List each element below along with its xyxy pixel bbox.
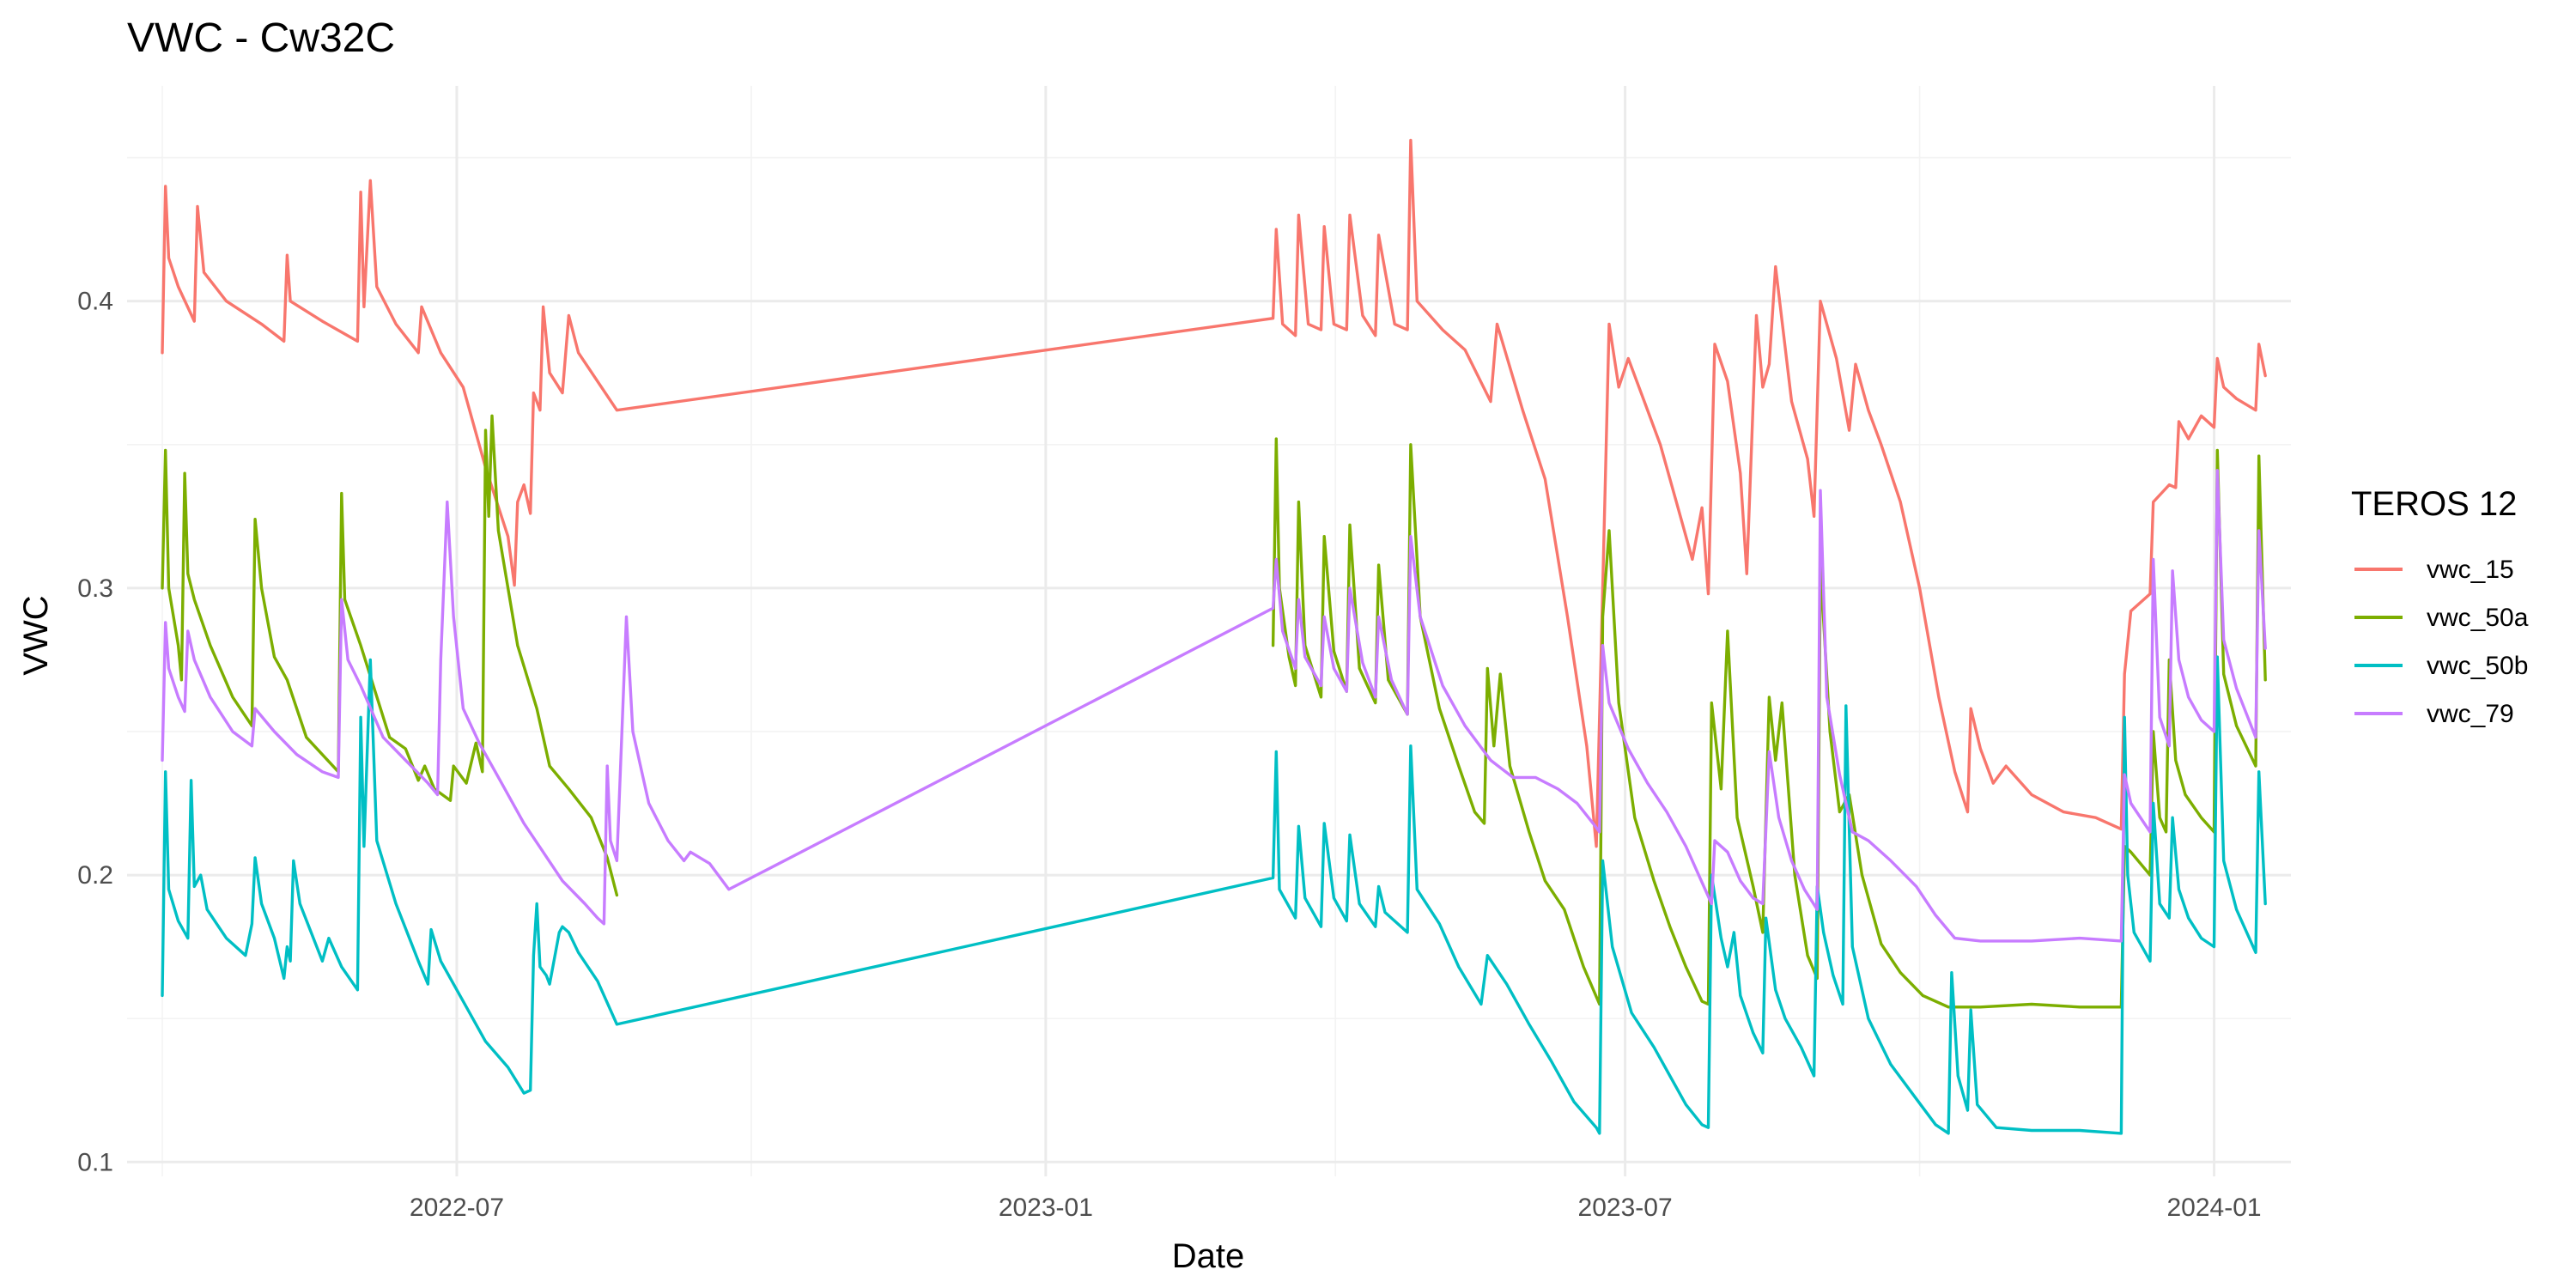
legend-label-vwc_50b: vwc_50b <box>2427 652 2528 680</box>
legend-title: TEROS 12 <box>2351 485 2517 523</box>
series-line-vwc_50a <box>161 414 619 897</box>
x-tick-label: 2023-07 <box>1578 1194 1673 1222</box>
x-tick-label: 2023-01 <box>999 1194 1093 1222</box>
chart-title: VWC - Cw32C <box>127 15 395 61</box>
legend-items: vwc_15 vwc_50a vwc_50b vwc_79 <box>2354 556 2529 728</box>
legend-label-vwc_50a: vwc_50a <box>2427 604 2529 632</box>
legend-label-vwc_15: vwc_15 <box>2427 556 2514 584</box>
y-tick-label: 0.2 <box>77 861 113 890</box>
x-axis-ticks: 2022-07 2023-01 2023-07 2024-01 <box>410 1194 2262 1222</box>
series-line-vwc_50b <box>161 655 2267 1135</box>
series-line-vwc_50a <box>1271 437 2267 1009</box>
y-tick-label: 0.4 <box>77 288 113 316</box>
x-tick-label: 2024-01 <box>2166 1194 2261 1222</box>
legend: TEROS 12 vwc_15 vwc_50a vwc_50b vwc_79 <box>2351 485 2529 728</box>
y-tick-label: 0.1 <box>77 1148 113 1176</box>
grid-lines <box>127 86 2291 1176</box>
x-tick-label: 2022-07 <box>410 1194 504 1222</box>
y-tick-label: 0.3 <box>77 574 113 603</box>
legend-label-vwc_79: vwc_79 <box>2427 700 2514 728</box>
x-axis-title: Date <box>1172 1237 1245 1275</box>
plot-series <box>161 138 2267 1135</box>
y-axis-title: VWC <box>17 595 55 675</box>
series-line-vwc_15 <box>161 138 2267 848</box>
series-line-vwc_79 <box>161 469 2267 943</box>
y-axis-ticks: 0.1 0.2 0.3 0.4 <box>77 288 113 1177</box>
